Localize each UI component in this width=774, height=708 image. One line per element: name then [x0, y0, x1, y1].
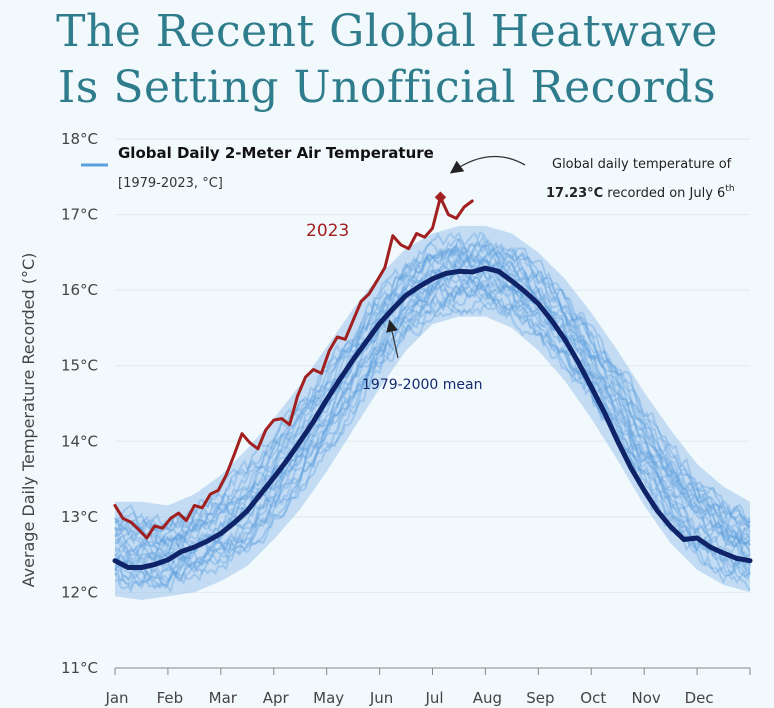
year-line — [114, 290, 751, 585]
year-line — [114, 231, 751, 532]
year-line — [114, 281, 751, 582]
x-tick-label: Sep — [526, 689, 554, 707]
year-line — [114, 241, 751, 533]
y-tick-label: 18°C — [61, 130, 98, 148]
record-annotation-line2: 17.23°C recorded on July 6th — [546, 184, 735, 201]
year-line — [114, 281, 751, 578]
years-band — [114, 225, 751, 600]
title-line-2: Is Setting Unofficial Records — [57, 62, 717, 113]
year-line — [114, 251, 751, 549]
x-tick-label: Aug — [473, 689, 502, 707]
year-line — [114, 238, 751, 537]
line-2023 — [113, 195, 474, 540]
label-mean: 1979-2000 mean — [362, 377, 482, 393]
record-annotation-line1: Global daily temperature of — [552, 157, 732, 172]
y-tick-label: 13°C — [61, 508, 98, 526]
year-line — [114, 275, 751, 575]
legend-subtitle: [1979-2023, °C] — [118, 176, 223, 191]
x-tick-label: Jul — [424, 689, 443, 707]
x-tick-label: Nov — [632, 689, 661, 707]
year-line — [114, 243, 751, 545]
year-line — [114, 250, 751, 552]
x-tick-label: May — [313, 689, 344, 707]
mean-line — [112, 265, 753, 570]
y-tick-label: 15°C — [61, 357, 98, 375]
legend-title: Global Daily 2-Meter Air Temperature — [118, 144, 434, 162]
y-tick-label: 14°C — [61, 432, 98, 450]
year-line — [114, 269, 751, 575]
y-tick-label: 11°C — [61, 659, 98, 677]
y-axis-label: Average Daily Temperature Recorded (°C) — [19, 253, 38, 588]
y-axis-ticks: 11°C 12°C 13°C 14°C 15°C 16°C 17°C 18°C — [61, 130, 98, 677]
x-tick-label: Oct — [580, 689, 606, 707]
x-tick-label: Jun — [369, 689, 393, 707]
year-line — [114, 245, 751, 548]
years-envelope — [115, 225, 750, 600]
record-date: recorded on July 6 — [603, 186, 725, 201]
year-line — [114, 279, 751, 571]
year-line — [114, 244, 751, 552]
title-line-1: The Recent Global Heatwave — [56, 6, 718, 57]
x-tick-label: Apr — [263, 689, 290, 707]
year-line — [114, 283, 751, 588]
label-2023: 2023 — [306, 221, 349, 241]
y-tick-label: 12°C — [61, 583, 98, 601]
record-date-suffix: th — [725, 184, 734, 194]
y-tick-label: 17°C — [61, 206, 98, 224]
record-arrow — [449, 155, 526, 174]
year-line — [114, 265, 751, 559]
x-tick-label: Jan — [104, 689, 128, 707]
x-tick-label: Mar — [209, 689, 238, 707]
record-marker — [434, 191, 447, 203]
year-line — [114, 253, 751, 560]
year-line — [114, 238, 751, 537]
x-axis: Jan Feb Mar Apr May Jun Jul Aug Sep Oct Nov Dec — [104, 667, 751, 707]
record-value: 17.23°C — [546, 186, 603, 201]
mean-arrow — [386, 319, 399, 359]
x-tick-label: Dec — [685, 689, 714, 707]
data-lines — [112, 195, 753, 570]
x-tick-label: Feb — [157, 689, 184, 707]
y-tick-label: 16°C — [61, 281, 98, 299]
year-line — [114, 286, 751, 587]
